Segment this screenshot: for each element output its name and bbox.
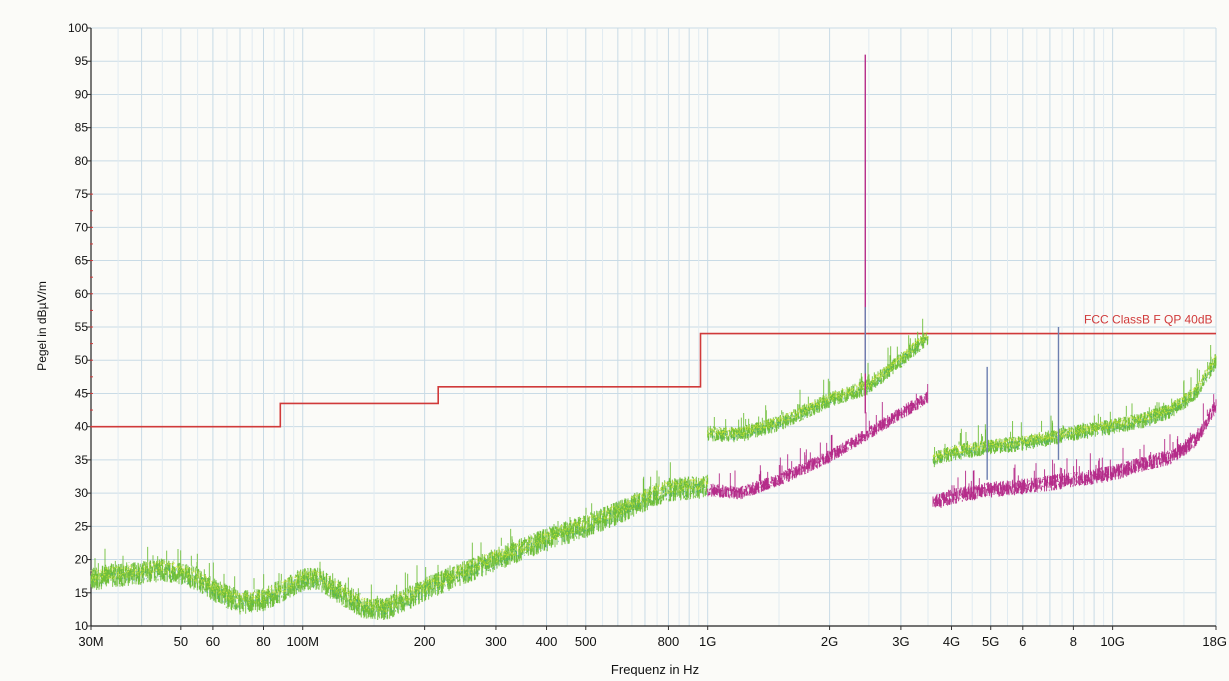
y-tick-label: 35 — [75, 453, 89, 467]
y-tick-label: 45 — [75, 386, 89, 400]
plot-series — [90, 54, 1217, 620]
x-tick-label: 5G — [982, 634, 999, 649]
y-tick-label: 55 — [75, 320, 89, 334]
x-tick-label: 6 — [1019, 634, 1026, 649]
y-axis-label: Pegel in dBµV/m — [35, 281, 49, 371]
y-tick-label: 100 — [68, 21, 88, 35]
x-tick-label: 100M — [286, 634, 319, 649]
y-tick-label: 40 — [75, 420, 89, 434]
x-tick-label: 2G — [821, 634, 838, 649]
y-tick-label: 85 — [75, 121, 89, 135]
y-tick-label: 70 — [75, 220, 89, 234]
measurement-trace-shade-2 — [710, 338, 929, 441]
x-tick-label: 200 — [414, 634, 436, 649]
y-tick-label: 25 — [75, 519, 89, 533]
x-tick-label: 60 — [206, 634, 220, 649]
x-tick-label: 500 — [575, 634, 597, 649]
measurement-trace-3 — [707, 384, 929, 500]
x-tick-label: 1G — [699, 634, 716, 649]
y-tick-label: 15 — [75, 586, 89, 600]
measurement-trace-highlight-1 — [90, 477, 709, 613]
limit-line-label: FCC ClassB F QP 40dB — [1084, 313, 1212, 327]
y-tick-label: 50 — [75, 353, 89, 367]
x-tick-label: 30M — [78, 634, 103, 649]
x-tick-label: 4G — [943, 634, 960, 649]
x-tick-label: 80 — [256, 634, 270, 649]
x-tick-label: 8 — [1070, 634, 1077, 649]
y-tick-label: 65 — [75, 254, 89, 268]
y-tick-label: 60 — [75, 287, 89, 301]
x-tick-label: 50 — [174, 634, 188, 649]
x-axis-label: Frequenz in Hz — [611, 662, 699, 676]
tick-labels: 10 15 20 25 30 35 40 45 50 55 60 65 70 75 80 85 90 95 100 3… — [68, 21, 1227, 649]
y-tick-label: 95 — [75, 54, 89, 68]
x-tick-label: 10G — [1100, 634, 1125, 649]
x-tick-label: 400 — [536, 634, 558, 649]
y-tick-label: 80 — [75, 154, 89, 168]
x-tick-label: 3G — [892, 634, 909, 649]
y-tick-label: 90 — [75, 87, 89, 101]
measurement-trace-5 — [932, 394, 1217, 508]
y-tick-label: 10 — [75, 619, 89, 633]
y-tick-label: 20 — [75, 553, 89, 567]
y-tick-label: 30 — [75, 486, 89, 500]
measurement-trace-shade-1 — [92, 483, 708, 618]
axes — [87, 27, 1217, 630]
x-tick-label: 800 — [658, 634, 680, 649]
limit-line-series — [91, 332, 1216, 428]
x-tick-label: 18G — [1202, 634, 1227, 649]
x-tick-label: 300 — [485, 634, 507, 649]
y-tick-label: 75 — [75, 187, 89, 201]
